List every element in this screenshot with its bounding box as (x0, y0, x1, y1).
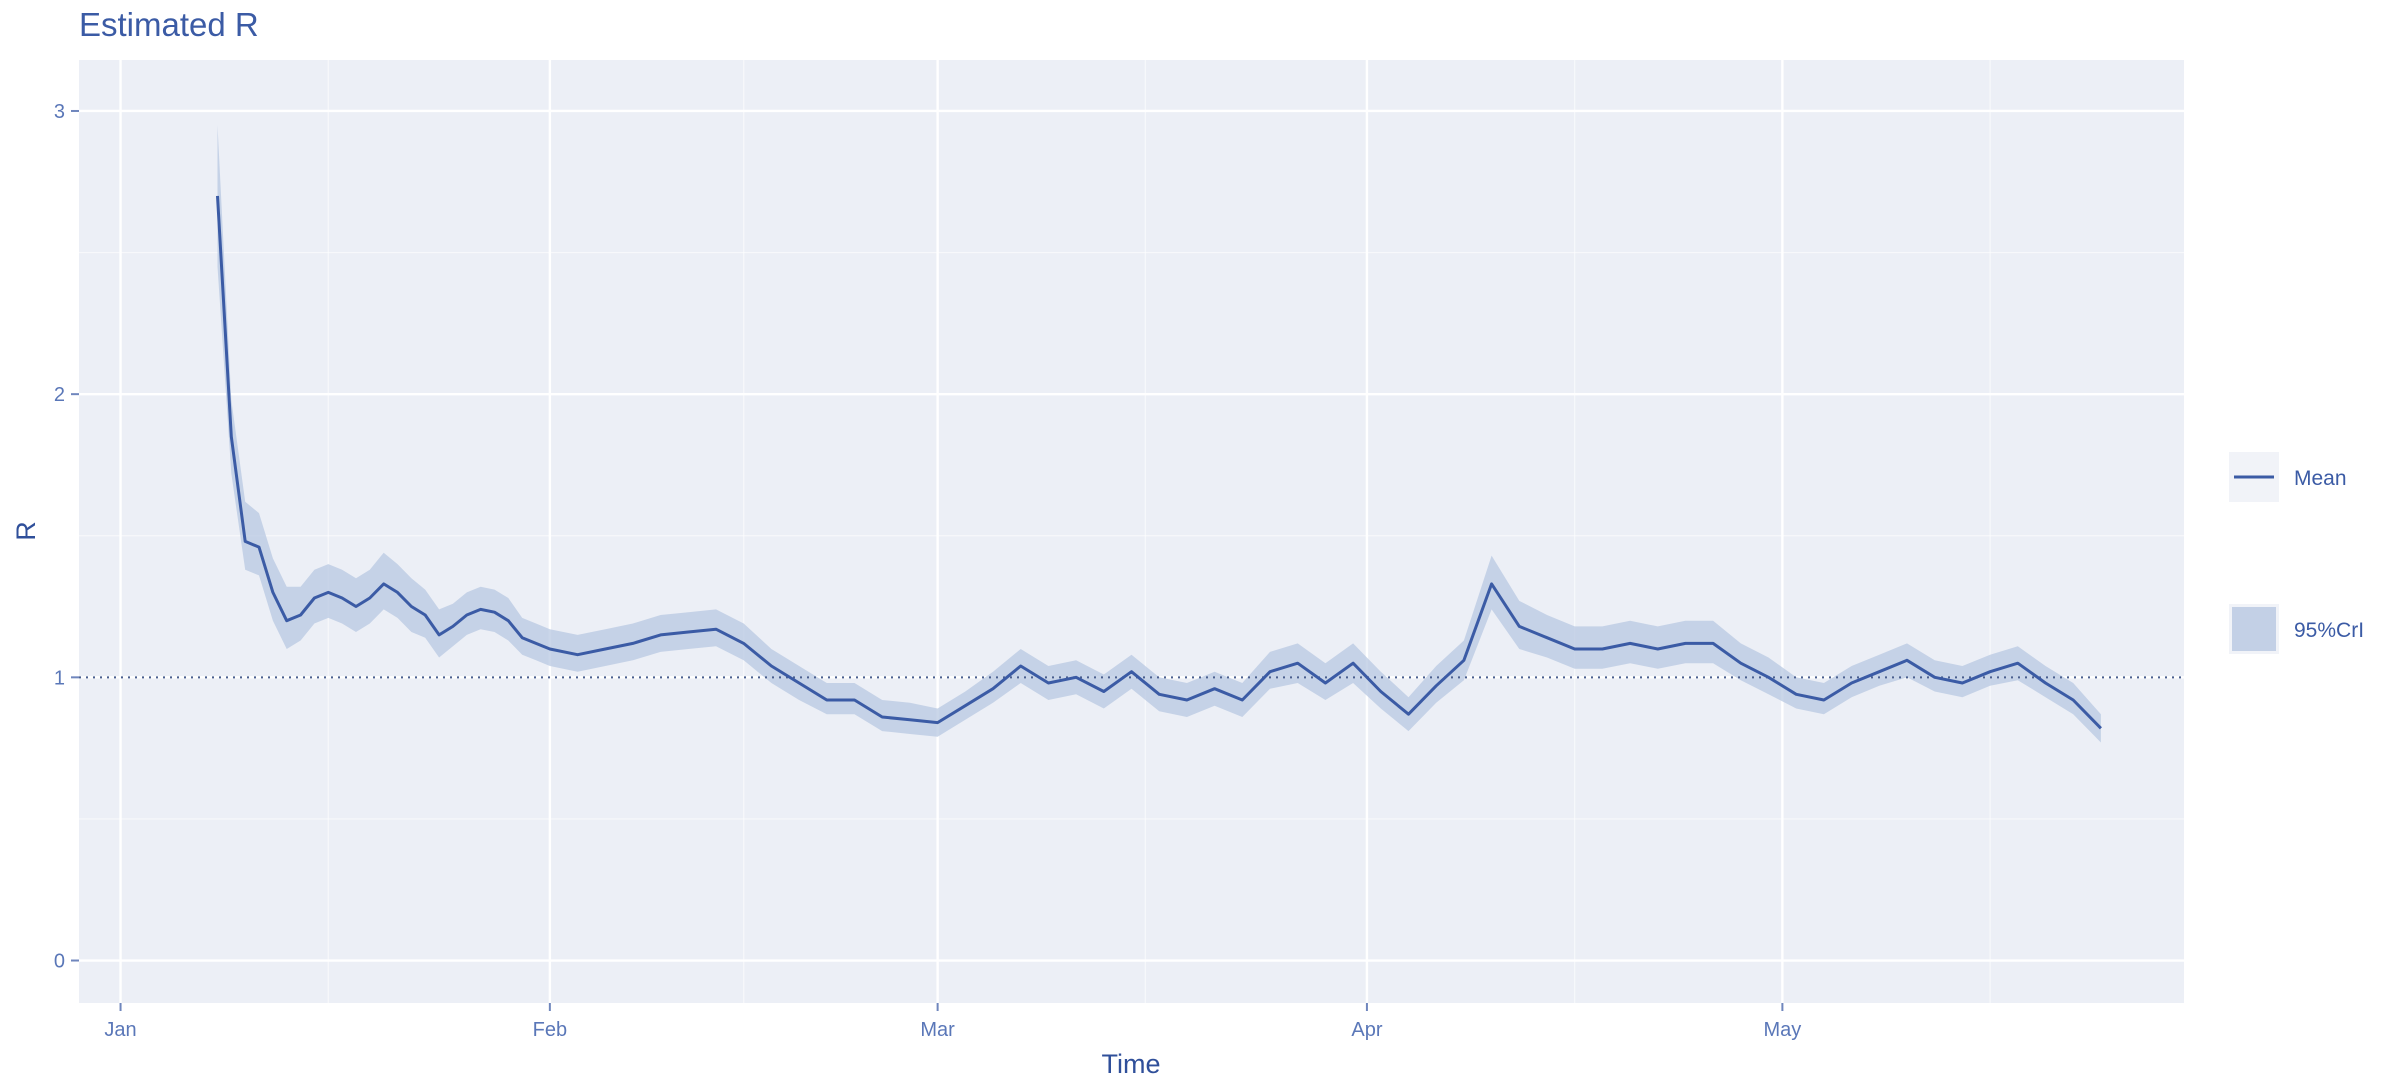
x-axis-title: Time (1102, 1049, 1161, 1077)
y-tick-label: 3 (54, 101, 65, 123)
y-axis: 0 1 2 3 (54, 101, 79, 973)
y-tick-label: 0 (54, 951, 65, 973)
x-axis: Jan Feb Mar Apr May (104, 1003, 1801, 1041)
x-tick-label: Apr (1351, 1019, 1382, 1041)
x-tick-label: Mar (920, 1019, 955, 1041)
minor-gridlines (79, 60, 2184, 1003)
plot-panel (79, 60, 2184, 1003)
legend-label-mean: Mean (2294, 467, 2347, 490)
x-tick-label: Feb (533, 1019, 567, 1041)
y-axis-title: R (11, 521, 41, 541)
legend: Mean 95%CrI (2229, 452, 2364, 654)
mean-line (216, 195, 2102, 730)
x-tick-label: Jan (104, 1019, 136, 1041)
legend-label-cri: 95%CrI (2294, 619, 2364, 642)
y-tick-label: 2 (54, 384, 65, 406)
x-tick-label: May (1763, 1019, 1801, 1041)
y-tick-label: 1 (54, 667, 65, 689)
chart-title: Estimated R (79, 6, 259, 43)
legend-cri-swatch (2232, 607, 2276, 651)
